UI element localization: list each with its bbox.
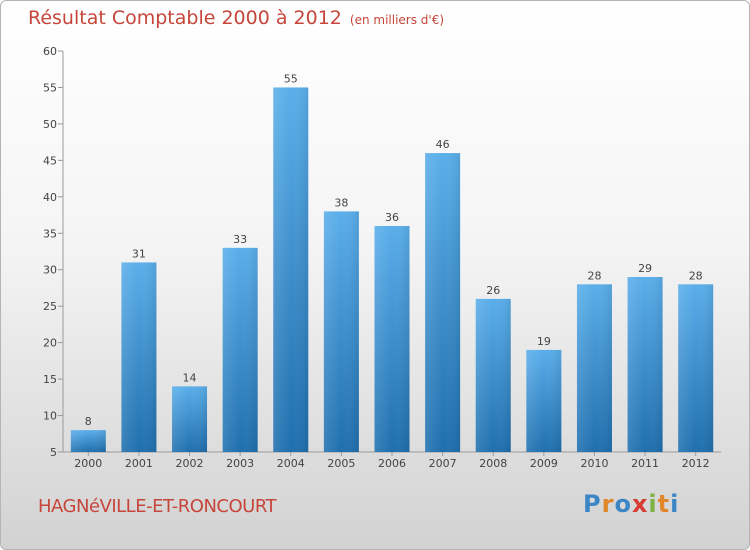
x-tick-label: 2005 bbox=[327, 457, 355, 470]
y-tick-label: 25 bbox=[43, 300, 57, 313]
y-tick-label: 15 bbox=[43, 373, 57, 386]
logo-letter: r bbox=[601, 490, 615, 518]
x-tick-label: 2001 bbox=[125, 457, 153, 470]
data-label: 33 bbox=[233, 233, 247, 246]
bar-shine bbox=[273, 87, 309, 453]
chart-title: Résultat Comptable 2000 à 2012 (en millie… bbox=[28, 7, 444, 29]
logo-letter: P bbox=[583, 490, 602, 518]
logo-letter: o bbox=[614, 490, 632, 518]
data-label: 29 bbox=[638, 262, 652, 275]
bar-shine bbox=[576, 284, 612, 452]
data-label: 28 bbox=[587, 269, 601, 282]
y-tick-label: 60 bbox=[43, 45, 57, 58]
bar-shine bbox=[222, 247, 258, 452]
data-label: 55 bbox=[284, 72, 298, 85]
logo-letter: i bbox=[670, 490, 680, 518]
x-tick-label: 2012 bbox=[682, 457, 710, 470]
x-tick-label: 2006 bbox=[378, 457, 406, 470]
proxiti-logo: Proxiti bbox=[583, 490, 679, 518]
bar-shine bbox=[678, 284, 714, 452]
bar-shine bbox=[374, 225, 410, 452]
x-tick-label: 2000 bbox=[74, 457, 102, 470]
bar-shine bbox=[172, 386, 208, 452]
bars bbox=[70, 87, 714, 453]
x-tick-label: 2010 bbox=[580, 457, 608, 470]
data-label: 38 bbox=[334, 196, 348, 209]
data-label: 28 bbox=[689, 269, 703, 282]
commune-name: HAGNéVILLE-ET-RONCOURT bbox=[38, 496, 277, 517]
y-tick-label: 20 bbox=[43, 337, 57, 350]
value-labels: 8 31 14 33 55 38 36 46 26 19 28 29 28 bbox=[85, 72, 703, 428]
data-label: 31 bbox=[132, 247, 146, 260]
x-tick-label: 2011 bbox=[631, 457, 659, 470]
data-label: 36 bbox=[385, 211, 399, 224]
y-tick-label: 55 bbox=[43, 81, 57, 94]
bar-shine bbox=[627, 277, 663, 452]
bar-shine bbox=[70, 430, 106, 452]
bar-shine bbox=[323, 211, 359, 452]
y-tick-label: 35 bbox=[43, 227, 57, 240]
bar-shine bbox=[475, 298, 511, 452]
x-tick-label: 2007 bbox=[429, 457, 457, 470]
data-label: 8 bbox=[85, 415, 92, 428]
y-tick-label: 45 bbox=[43, 154, 57, 167]
logo-letter: x bbox=[631, 490, 649, 518]
x-tick-label: 2003 bbox=[226, 457, 254, 470]
bar-shine bbox=[425, 153, 461, 452]
data-label: 26 bbox=[486, 284, 500, 297]
y-tick-label: 10 bbox=[43, 410, 57, 423]
x-tick-label: 2002 bbox=[176, 457, 204, 470]
y-tick-label: 5 bbox=[50, 446, 57, 459]
chart-subtitle: (en milliers d'€) bbox=[349, 13, 445, 27]
data-label: 19 bbox=[537, 335, 551, 348]
y-tick-label: 50 bbox=[43, 118, 57, 131]
bar-shine bbox=[526, 349, 562, 452]
logo-letter: i bbox=[648, 490, 658, 518]
data-label: 46 bbox=[436, 138, 450, 151]
logo-letter: t bbox=[657, 490, 671, 518]
x-tick-label: 2004 bbox=[277, 457, 305, 470]
data-label: 14 bbox=[183, 371, 197, 384]
title-text: Résultat Comptable 2000 à 2012 bbox=[28, 7, 342, 29]
bar-shine bbox=[121, 262, 157, 452]
x-tick-label: 2008 bbox=[479, 457, 507, 470]
y-tick-label: 40 bbox=[43, 191, 57, 204]
x-tick-label: 2009 bbox=[530, 457, 558, 470]
y-tick-label: 30 bbox=[43, 264, 57, 277]
